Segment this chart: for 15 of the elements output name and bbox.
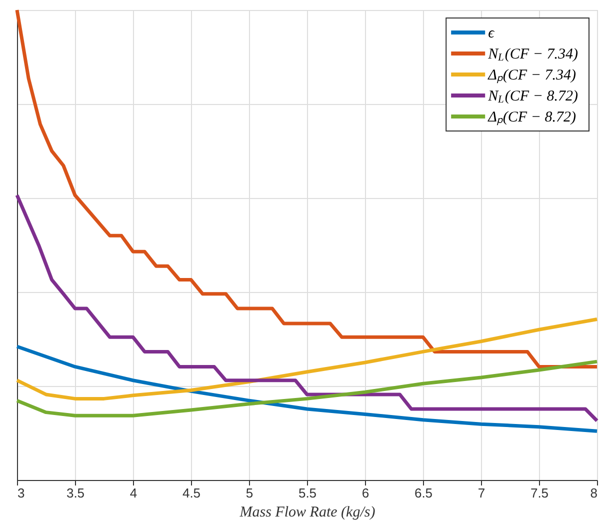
x-tick-label: 3.5 (66, 486, 85, 500)
x-tick-label: 6 (362, 486, 370, 500)
x-axis-title: Mass Flow Rate (kg/s) (238, 504, 376, 520)
x-tick-label: 4.5 (182, 486, 201, 500)
x-tick-label: 7.5 (530, 486, 549, 500)
x-tick-label: 8 (590, 486, 598, 500)
x-tick-label: 5 (246, 486, 254, 500)
x-tick-label: 3 (18, 486, 25, 500)
legend-label: Δₚ(CF − 8.72) (487, 110, 576, 126)
x-tick-label: 6.5 (414, 486, 433, 500)
legend-label: ϵ (488, 26, 496, 42)
x-tick-label: 4 (130, 486, 138, 500)
x-tick-label: 5.5 (298, 486, 317, 500)
x-tick-label: 7 (478, 486, 486, 500)
legend-label: Δₚ(CF − 7.34) (487, 68, 576, 84)
